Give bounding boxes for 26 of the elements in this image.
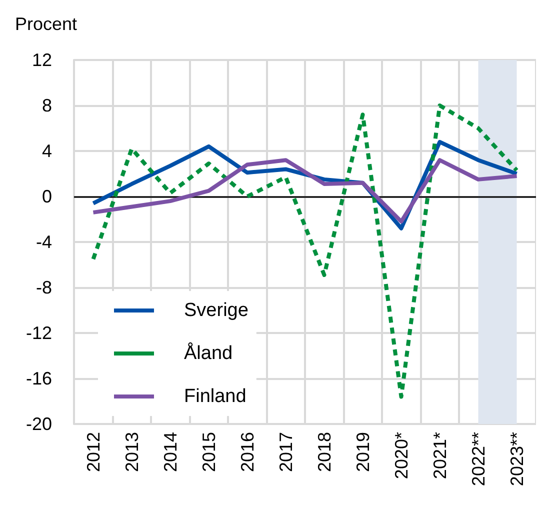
x-tick-label: 2021* xyxy=(430,432,450,480)
x-tick-label: 2016 xyxy=(237,432,258,472)
y-axis-title: Procent xyxy=(15,14,78,34)
x-tick-label: 2014 xyxy=(160,432,180,472)
x-tick-label: 2012 xyxy=(83,432,104,472)
y-tick-label: -12 xyxy=(26,323,52,343)
x-tick-label: 2019 xyxy=(352,432,373,472)
x-tick-label: 2015 xyxy=(198,432,219,472)
x-tick-label: 2017 xyxy=(276,432,296,472)
y-tick-label: 12 xyxy=(32,50,52,70)
y-tick-label: -8 xyxy=(36,278,52,298)
y-tick-label: -16 xyxy=(26,368,52,388)
y-tick-label: -4 xyxy=(36,232,52,252)
legend-label: Åland xyxy=(184,342,233,364)
x-tick-label: 2018 xyxy=(314,432,334,472)
legend-label: Finland xyxy=(184,386,246,407)
y-tick-label: 4 xyxy=(42,141,52,161)
line-series xyxy=(91,158,519,224)
x-tick-label: 2022** xyxy=(468,432,488,486)
x-tick-label: 2013 xyxy=(122,432,142,472)
x-tick-label: 2020* xyxy=(391,432,412,480)
x-tick-label: 2023** xyxy=(506,432,527,486)
y-tick-label: 8 xyxy=(42,96,52,116)
legend-label: Sverige xyxy=(184,300,248,321)
y-tick-label: -20 xyxy=(26,414,52,434)
y-tick-label: 0 xyxy=(42,186,52,206)
